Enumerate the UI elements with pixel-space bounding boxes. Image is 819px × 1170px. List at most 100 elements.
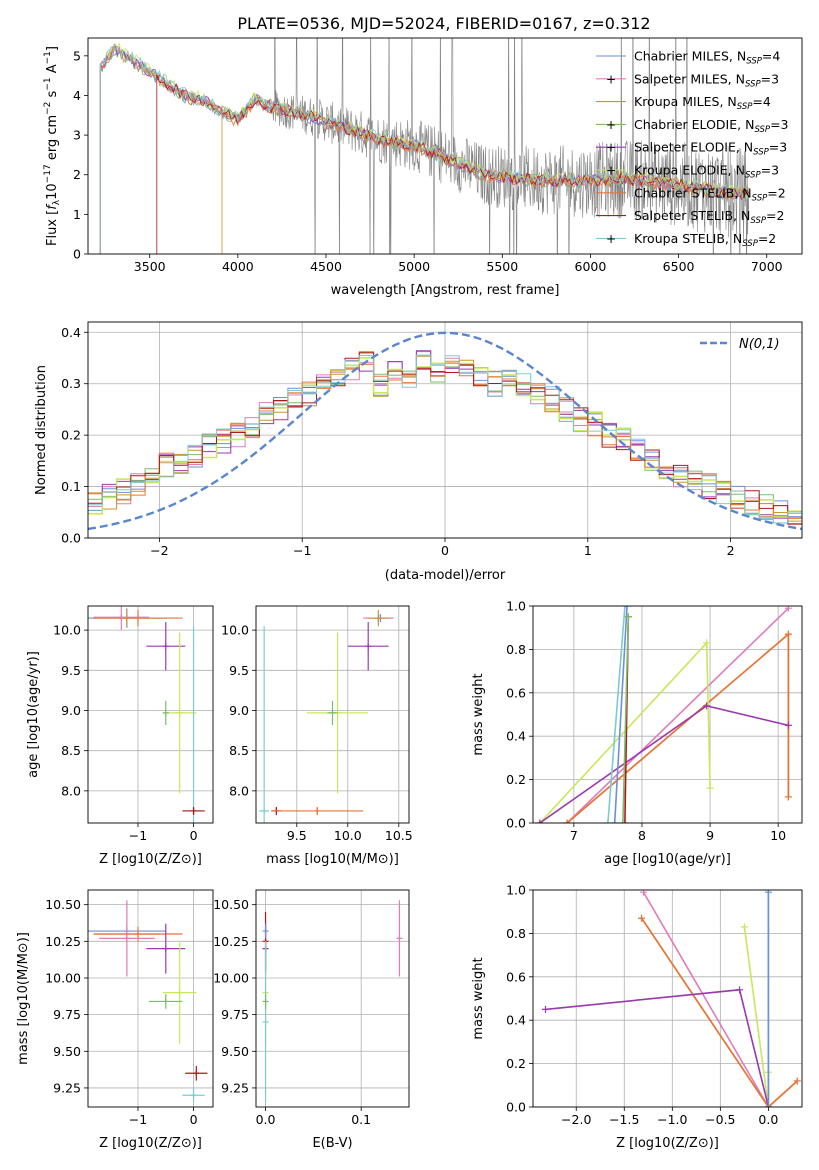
errorbar-point: [262, 923, 269, 939]
errorbar-point: [262, 941, 269, 1103]
errorbar-point: [162, 700, 169, 725]
x-tick-label: 0.1: [351, 1112, 371, 1127]
x-tick-label: 9.5: [287, 828, 307, 843]
y-tick-label: 3: [73, 128, 81, 143]
y-tick-label: 0.4: [506, 729, 526, 744]
x-axis-label: wavelength [Angstrom, rest frame]: [331, 283, 560, 298]
figure-title: PLATE=0536, MJD=52024, FIBERID=0167, z=0…: [237, 14, 650, 33]
errorbar-point: [146, 622, 186, 671]
y-tick-label: 1.0: [506, 599, 526, 614]
x-tick-label: 5500: [486, 259, 518, 274]
normal-curve: [88, 331, 802, 531]
x-axis-label: Z [log10(Z/Z⊙)]: [616, 1136, 719, 1151]
weight-marker: [784, 721, 792, 729]
y-tick-label: 4: [73, 88, 81, 103]
point-marker: [135, 930, 141, 937]
x-axis-label: (data-model)/error: [385, 568, 506, 583]
x-tick-label: −1: [129, 1112, 147, 1127]
point-marker: [118, 614, 125, 621]
y-tick-label: 9.5: [61, 663, 81, 678]
spectrum-lines: [99, 38, 750, 254]
errorbar-point: [182, 1087, 205, 1103]
x-tick-label: 5000: [398, 259, 430, 274]
y-tick-label: 9.0: [61, 703, 81, 718]
point-marker: [162, 709, 169, 716]
errorbar-point: [368, 610, 389, 627]
point-marker: [123, 935, 130, 942]
y-tick-label: 9.25: [221, 1080, 249, 1095]
legend-entry: Salpeter ELODIE, NSSP=3: [634, 140, 787, 158]
errorbars: [88, 900, 208, 1103]
errorbar-point: [259, 626, 270, 823]
residual-histograms: [88, 331, 802, 531]
y-tick-label: 1: [73, 207, 81, 222]
weight-marker: [621, 606, 629, 610]
weight-marker: [624, 613, 632, 621]
weight-marker: [784, 606, 792, 612]
errorbar-point: [262, 994, 269, 1009]
y-tick-label: 10.50: [45, 897, 81, 912]
y-tick-label: 8.0: [61, 783, 81, 798]
weight-marker: [793, 1077, 801, 1085]
weight-vs-age-panel: 7 8 9 10 0.0 0.2 0.4 0.6 0.8 1.0 age [log10(age/yr…: [471, 599, 803, 867]
age-vs-z-panel: −1 0 8.0 8.5 9.0 9.5 10.0 Z [log10(Z/Z⊙)] age [l…: [26, 605, 214, 867]
y-tick-label: 9.75: [221, 1007, 249, 1022]
point-marker: [162, 643, 169, 650]
x-tick-label: 4000: [222, 259, 254, 274]
y-axis-label: mass weight: [471, 957, 486, 1039]
errorbar-point: [99, 900, 155, 977]
errorbar-point: [163, 941, 197, 1044]
y-tick-label: 8.0: [229, 783, 249, 798]
y-tick-label: 10.00: [45, 970, 81, 985]
axes-frame: [255, 889, 410, 1108]
residuals-panel: −2 −1 0 1 2 0.0 0.1 0.2 0.3 0.4 N(0,1) (data-model)…: [34, 321, 803, 583]
y-tick-label: 2: [73, 167, 81, 182]
x-tick-label: 6000: [575, 259, 607, 274]
point-marker: [162, 998, 169, 1005]
weight-marker: [536, 819, 544, 823]
x-tick-label: 10.0: [334, 828, 362, 843]
point-marker: [190, 1092, 197, 1099]
mass-vs-z-panel: −1 0 9.25 9.50 9.75 10.00 10.25 10.50 Z [log10(Z…: [16, 889, 214, 1151]
x-tick-label: 7: [570, 828, 578, 843]
weight-marker: [764, 890, 772, 896]
axes-frame: [87, 37, 803, 255]
errorbar-point: [271, 806, 364, 815]
y-tick-label: 0.8: [506, 926, 526, 941]
errorbar-point: [396, 900, 403, 977]
errorbars: [262, 900, 403, 1103]
weight-line: [640, 917, 798, 1107]
x-tick-label: 9: [706, 828, 714, 843]
errorbar-point: [327, 700, 338, 725]
point-marker: [162, 945, 169, 952]
errorbars: [88, 606, 205, 823]
legend-marker: +: [606, 232, 616, 246]
y-tick-label: 10.0: [221, 623, 249, 638]
x-axis-label: Z [log10(Z/Z⊙)]: [99, 1136, 202, 1151]
errorbar-point: [185, 1065, 208, 1081]
legend-entry: N(0,1): [739, 337, 780, 352]
legend-marker: +: [606, 164, 616, 178]
model-spectrum: [99, 45, 749, 254]
axes-frame: [532, 605, 803, 824]
x-tick-label: 3500: [134, 259, 166, 274]
legend-marker: +: [606, 118, 616, 132]
errorbar-point: [347, 622, 389, 671]
model-spectrum: [156, 73, 750, 254]
y-tick-label: 10.50: [213, 897, 249, 912]
weight-marker: [619, 819, 627, 823]
y-tick-label: 0.3: [61, 376, 81, 391]
axes-frame: [532, 889, 803, 1108]
weight-marker: [611, 819, 619, 823]
y-tick-label: 0.6: [506, 969, 526, 984]
weight-marker: [784, 793, 792, 801]
point-marker: [176, 989, 183, 996]
weight-marker: [740, 923, 748, 931]
y-tick-label: 5: [73, 48, 81, 63]
y-tick-label: 0.8: [506, 642, 526, 657]
weight-marker: [621, 819, 629, 823]
x-tick-label: 0: [190, 1112, 198, 1127]
weight-lines: [536, 606, 792, 823]
weight-marker: [604, 819, 612, 823]
